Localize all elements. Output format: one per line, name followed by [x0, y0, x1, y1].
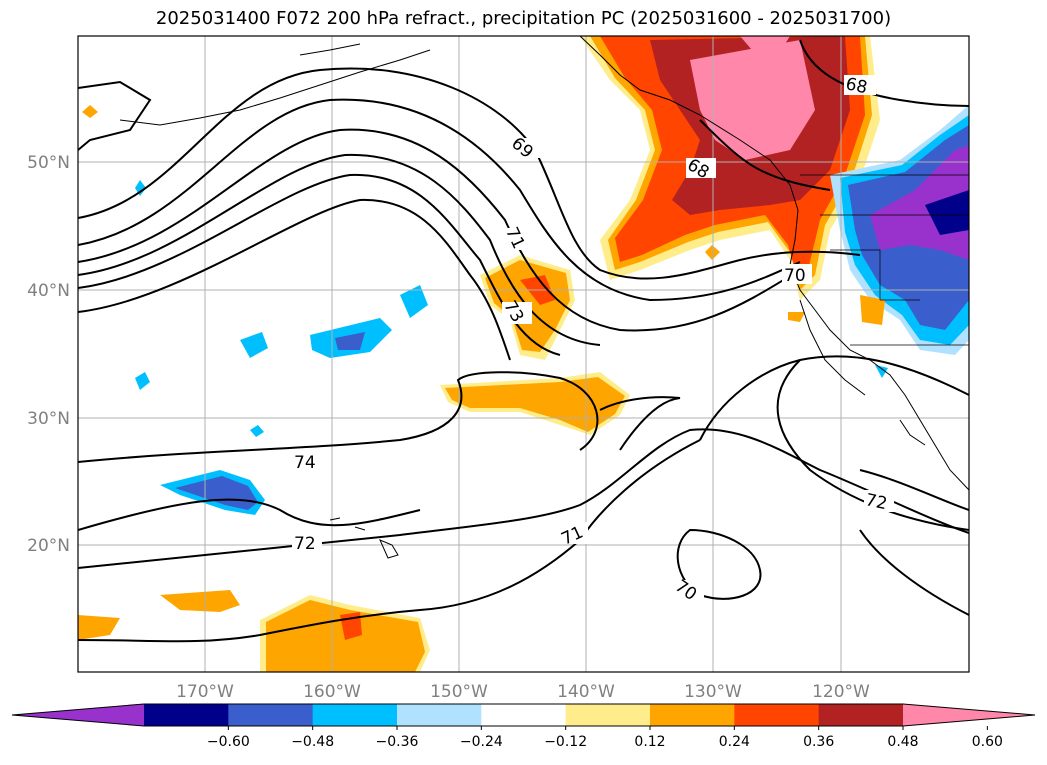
colorbar: −0.60 −0.48 −0.36 −0.24 −0.12 0.12 0.24 0.36 0.4… [11, 703, 1036, 750]
contour-label-bg [558, 522, 588, 544]
contour-label: 74 [294, 453, 316, 473]
borders [800, 174, 969, 346]
colorbar-tick-label: 0.24 [719, 734, 750, 750]
colorbar-swatch [565, 704, 651, 726]
contour-label: 72 [864, 490, 889, 514]
colorbar-swatch [312, 704, 398, 726]
lon-label: 130°W [684, 682, 742, 702]
lat-label: 40°N [27, 281, 70, 301]
latitude-labels: 50°N 40°N 30°N 20°N [27, 153, 70, 556]
colorbar-tick-label: −0.24 [460, 734, 503, 750]
lon-label: 160°W [303, 682, 361, 702]
contour-label-bg [292, 532, 322, 552]
lon-label: 150°W [430, 682, 488, 702]
colorbar-extend-high [903, 704, 1035, 726]
colorbar-swatch [228, 704, 314, 726]
contour-label: 69 [507, 134, 536, 163]
map-frame [77, 35, 970, 673]
contour-label: 68 [844, 74, 869, 98]
colorbar-tick-label: 0.12 [634, 734, 665, 750]
contour-label-bg [864, 490, 894, 512]
map-plot-area: 68 69 68 71 70 73 74 72 71 72 70 [78, 36, 969, 672]
colorbar-tick-label: −0.12 [544, 734, 587, 750]
lat-label: 30°N [27, 409, 70, 429]
gridlines [78, 36, 969, 672]
precip-fill-positive-northwest [580, 36, 880, 300]
colorbar-outline [11, 703, 1036, 727]
contour-label-bg [292, 451, 322, 471]
contour-label-bg [844, 75, 876, 95]
lon-label: 140°W [557, 682, 615, 702]
colorbar-extend-low [12, 704, 144, 726]
colorbar-tick-label: 0.36 [803, 734, 834, 750]
colorbar-tick-label: 0.48 [887, 734, 918, 750]
colorbar-swatch [481, 704, 567, 726]
precip-fill-negative-east [830, 105, 969, 355]
contour-label-bg [510, 138, 542, 158]
contour-label-bg [686, 158, 716, 178]
longitude-labels: 170°W 160°W 150°W 140°W 130°W 120°W [176, 682, 870, 702]
colorbar-swatch [734, 704, 820, 726]
contour-label-bg [674, 580, 704, 602]
contour-label-bg [504, 228, 534, 250]
map-title: 2025031400 F072 200 hPa refract., precip… [155, 8, 892, 29]
contour-labels: 68 69 68 71 70 73 74 72 71 72 70 [292, 74, 894, 605]
colorbar-swatch [144, 704, 229, 726]
contour-label-bg [782, 264, 812, 284]
precip-fill-negative-patches [135, 180, 888, 515]
colorbar-tick-label: −0.36 [376, 734, 419, 750]
contour-label: 72 [294, 534, 316, 554]
colorbar-tick-label: −0.48 [291, 734, 334, 750]
colorbar-swatch [650, 704, 735, 726]
lat-label: 20°N [27, 536, 70, 556]
lon-label: 170°W [176, 682, 234, 702]
colorbar-tick-label: −0.60 [207, 734, 250, 750]
colorbar-tick-label: 0.60 [972, 734, 1003, 750]
lat-label: 50°N [27, 153, 70, 173]
lon-label: 120°W [812, 682, 870, 702]
contour-label-bg [502, 302, 532, 324]
colorbar-swatch [818, 704, 904, 726]
contour-label: 70 [784, 266, 806, 286]
colorbar-swatch [397, 704, 482, 726]
